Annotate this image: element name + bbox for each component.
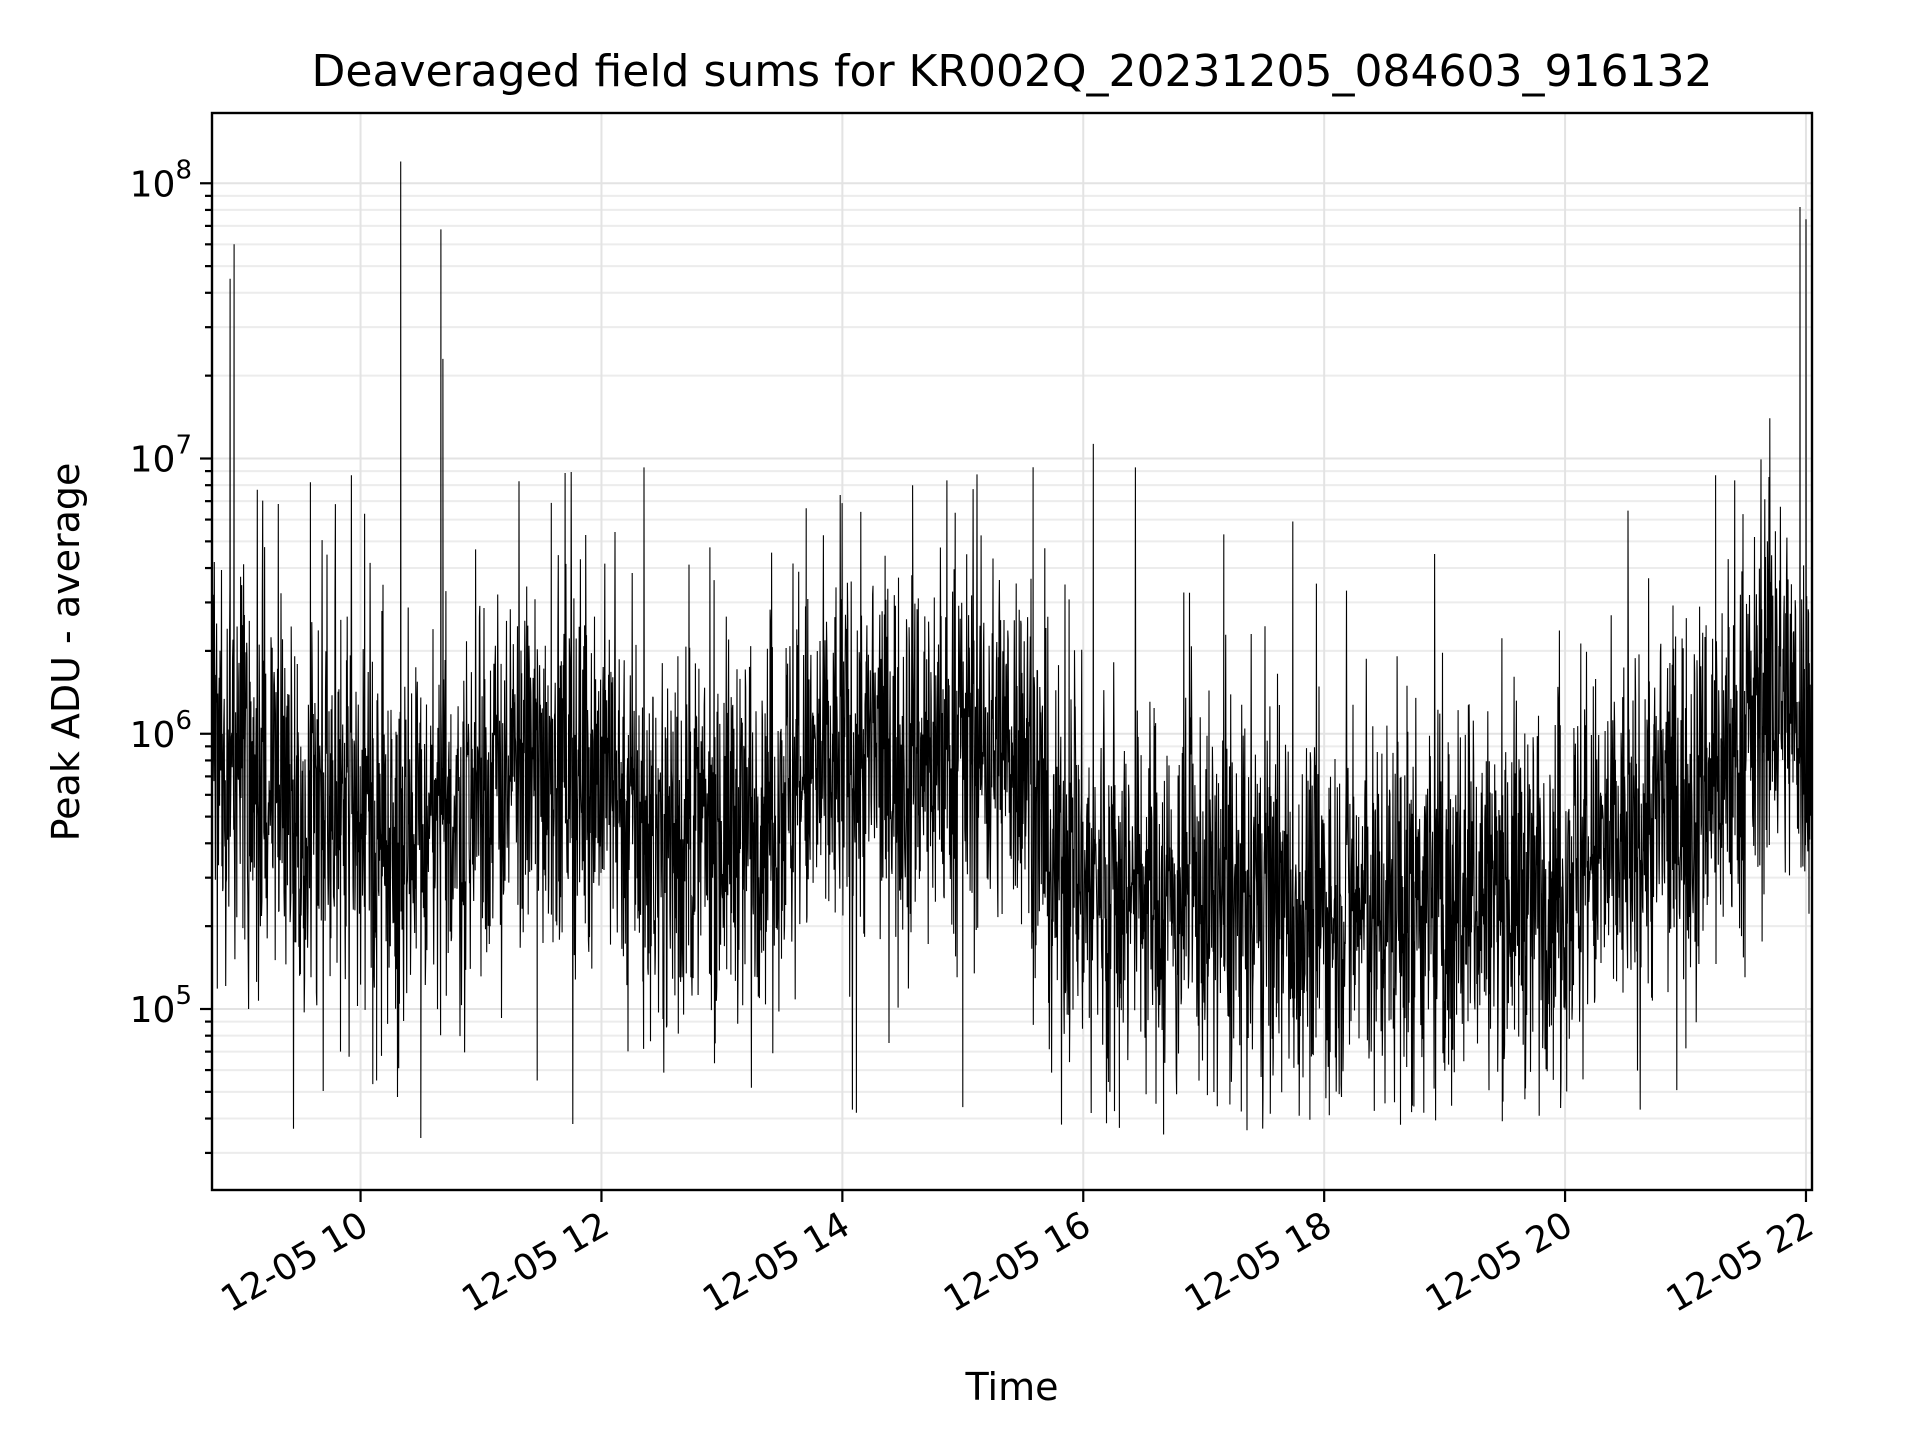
x-axis-label: Time [965,1365,1059,1409]
x-tick-label: 12-05 22 [1660,1204,1821,1320]
series-layer [211,161,1813,1139]
x-tick-label: 12-05 10 [214,1204,375,1320]
x-tick-label: 12-05 12 [455,1204,616,1320]
y-axis-label: Peak ADU - average [44,463,88,842]
x-tick-label: 12-05 18 [1178,1204,1339,1320]
x-tick-label: 12-05 16 [937,1204,1098,1320]
x-tick-label: 12-05 14 [696,1204,857,1320]
series-line [211,161,1813,1139]
y-tick-label: 106 [130,706,192,756]
y-tick-label: 108 [130,155,192,205]
y-tick-label: 105 [130,981,192,1031]
chart-title: Deaveraged field sums for KR002Q_2023120… [312,46,1713,97]
x-tick-label: 12-05 20 [1419,1204,1580,1320]
grid-layer [212,113,1812,1190]
y-tick-label: 107 [130,431,192,481]
